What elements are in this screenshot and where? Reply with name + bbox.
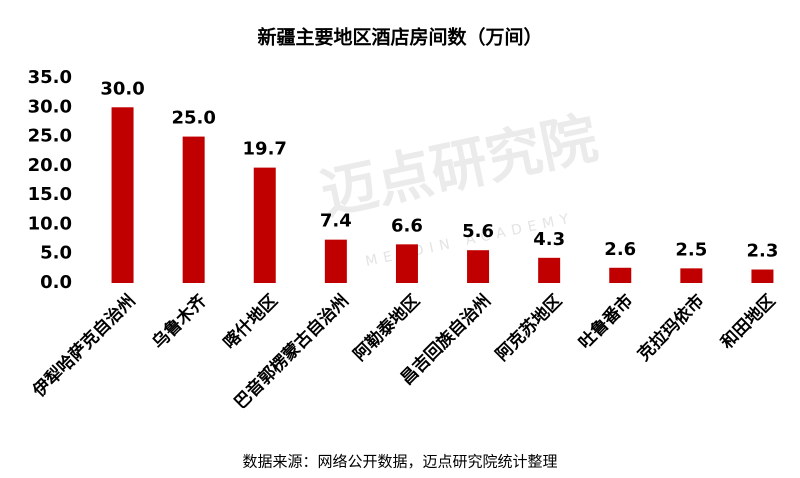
x-tick-label: 和田地区 [717, 290, 780, 353]
x-tick-label: 伊犁哈萨克自治州 [28, 290, 140, 402]
bar [253, 167, 276, 283]
value-label: 19.7 [243, 139, 287, 160]
value-label: 30.0 [100, 78, 144, 99]
x-tick-label: 克拉玛依市 [633, 290, 708, 365]
bar [609, 267, 632, 283]
value-label: 4.3 [533, 229, 565, 250]
y-tick-label: 0.0 [40, 272, 72, 293]
x-tick-label: 乌鲁木齐 [148, 290, 212, 354]
bar [538, 257, 561, 283]
value-label: 6.6 [391, 215, 423, 236]
x-tick-label: 阿克苏地区 [491, 290, 566, 365]
bar [395, 244, 418, 283]
value-label: 7.4 [320, 211, 352, 232]
bar [324, 239, 347, 283]
x-tick-label: 巴音郭楞蒙古自治州 [230, 290, 353, 413]
value-label: 2.6 [604, 239, 636, 260]
y-tick-label: 25.0 [28, 126, 72, 147]
x-tick-label: 吐鲁番市 [574, 290, 637, 353]
bar [182, 136, 205, 283]
value-label: 2.5 [675, 239, 707, 260]
y-tick-label: 10.0 [28, 213, 72, 234]
y-tick-label: 35.0 [28, 67, 72, 88]
value-label: 5.6 [462, 221, 494, 242]
x-tick-label: 阿勒泰地区 [349, 290, 424, 365]
bar [467, 250, 490, 283]
chart-title: 新疆主要地区酒店房间数（万间） [257, 26, 542, 49]
y-tick-label: 5.0 [40, 243, 72, 264]
value-label: 2.3 [747, 241, 779, 262]
y-tick-label: 30.0 [28, 96, 72, 117]
bar [680, 268, 703, 283]
y-tick-label: 20.0 [28, 155, 72, 176]
x-tick-label: 喀什地区 [219, 290, 282, 353]
bar [111, 107, 134, 284]
source-note: 数据来源：网络公开数据，迈点研究院统计整理 [242, 453, 557, 471]
watermark: 迈点研究院 [316, 106, 603, 228]
value-label: 25.0 [171, 108, 215, 129]
y-tick-label: 15.0 [28, 184, 72, 205]
bar [751, 269, 774, 283]
